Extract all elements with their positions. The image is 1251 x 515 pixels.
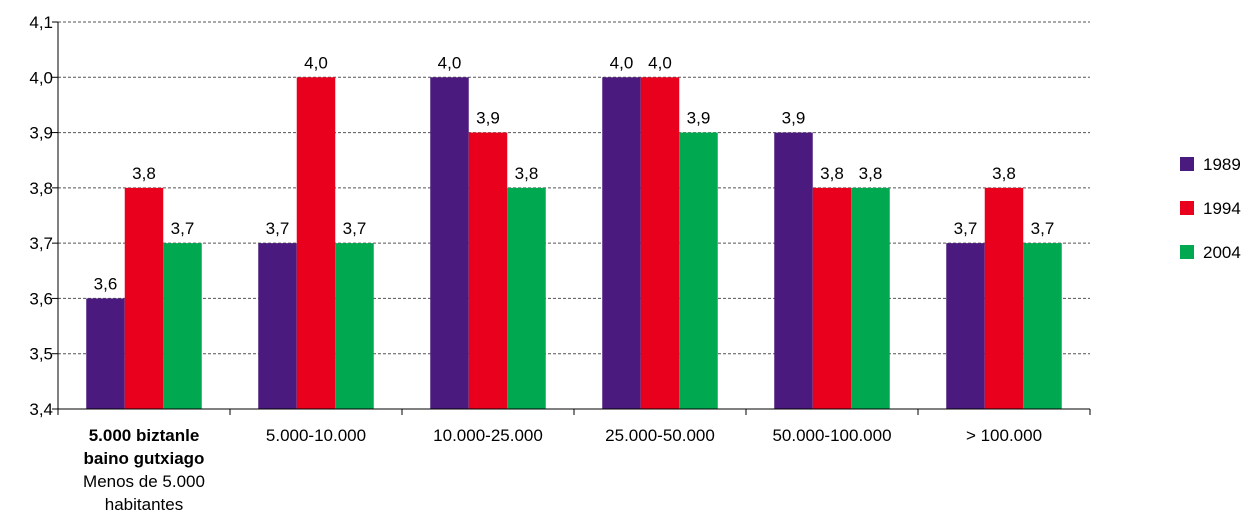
bars [86,77,1062,410]
bar-1994 [640,77,680,410]
bar-2004 [679,132,718,410]
legend-swatch-1989 [1180,157,1194,171]
bar-1994 [124,187,164,409]
bar-2004 [507,187,546,409]
y-tick-label: 3,6 [29,289,53,308]
axes [57,22,1091,415]
data-label: 3,7 [266,219,290,238]
data-label: 3,8 [859,164,883,183]
y-tick-label: 3,4 [29,400,53,419]
data-label: 4,0 [648,53,672,72]
bar-1989 [946,243,985,409]
data-label: 4,0 [438,53,462,72]
bar-1994 [984,187,1024,409]
y-tick-labels: 3,4 3,5 3,6 3,7 3,8 3,9 4,0 4,1 [29,13,53,419]
data-label: 3,7 [343,219,367,238]
y-tick-label: 3,7 [29,234,53,253]
y-tick-label: 3,9 [29,124,53,143]
bar-2004 [335,243,374,409]
bar-1989 [86,298,125,409]
bar-1994 [296,77,336,410]
data-label: 3,9 [476,109,500,128]
bar-1989 [258,243,297,409]
bar-1989 [774,132,813,410]
data-label: 3,9 [782,109,806,128]
data-label: 4,0 [610,53,634,72]
value-labels: 3,6 3,7 4,0 4,0 3,9 3,7 3,8 4,0 3,9 4,0 3,8 3,8 3,7 3… [94,53,1055,293]
bar-1994 [468,132,508,410]
data-label: 3,8 [820,164,844,183]
x-category-label-bold: baino gutxiago [84,449,205,468]
legend-label: 1989 [1203,155,1241,174]
bar-1989 [602,77,641,410]
data-label: 3,7 [171,219,195,238]
legend: 1989 1994 2004 [1180,155,1241,262]
data-label: 3,9 [687,109,711,128]
y-tick-label: 3,8 [29,179,53,198]
legend-label: 2004 [1203,243,1241,262]
x-category-label: 25.000-50.000 [605,426,715,445]
data-label: 4,0 [304,53,328,72]
bar-1989 [430,77,469,410]
y-tick-label: 4,0 [29,68,53,87]
x-category-label: Menos de 5.000 [83,472,205,491]
bar-2004 [1023,243,1062,409]
bar-1994 [812,187,852,409]
x-category-labels: 5.000 biztanle baino gutxiago Menos de 5.0… [83,426,1042,514]
bar-2004 [163,243,202,409]
legend-swatch-2004 [1180,245,1194,259]
data-label: 3,8 [992,164,1016,183]
x-category-label: 50.000-100.000 [772,426,891,445]
x-category-label: 5.000-10.000 [266,426,366,445]
x-category-label: > 100.000 [966,426,1042,445]
y-tick-label: 3,5 [29,345,53,364]
data-label: 3,6 [94,274,118,293]
x-category-label-bold: 5.000 biztanle [89,426,200,445]
gridlines [52,21,1090,410]
x-category-label: 10.000-25.000 [433,426,543,445]
legend-swatch-1994 [1180,201,1194,215]
data-label: 3,8 [132,164,156,183]
data-label: 3,7 [954,219,978,238]
data-label: 3,7 [1031,219,1055,238]
bar-2004 [851,187,890,409]
y-tick-label: 4,1 [29,13,53,32]
x-category-label: habitantes [105,495,183,514]
legend-label: 1994 [1203,199,1241,218]
data-label: 3,8 [515,164,539,183]
